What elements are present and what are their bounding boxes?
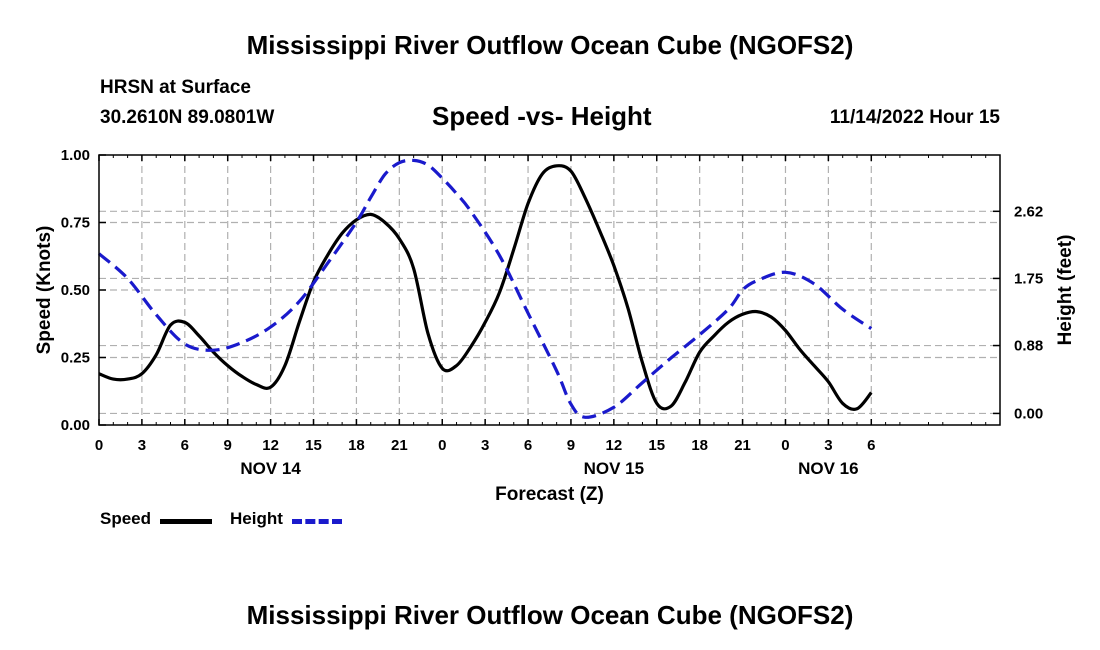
axis-layer: 0 3 6 9 12 15 18 21 0 3 6 9 12 15 18 21 0 3 6 NOV 14 NOV 15 N… [61,147,1043,478]
x-tick-label: 15 [305,437,322,454]
x-tick-label: 21 [734,437,751,454]
datetime-label: 11/14/2022 Hour 15 [829,107,1000,128]
x-tick-label: 0 [95,437,103,454]
x-tick-label: 6 [867,437,875,454]
y2-tick-label: 0.00 [1014,405,1043,422]
x-tick-label: 0 [438,437,446,454]
y-axis-label: Speed (Knots) [34,226,55,355]
x-tick-label: 9 [567,437,575,454]
y-tick-label: 0.00 [61,417,90,434]
speed-series-line [98,164,873,411]
day-label: NOV 15 [584,459,644,478]
x-tick-label: 9 [224,437,232,454]
x-tick-label: 3 [824,437,832,454]
day-label: NOV 14 [240,459,301,478]
x-tick-label: 3 [481,437,489,454]
x-tick-label: 6 [181,437,189,454]
day-label: NOV 16 [798,459,858,478]
legend-speed-swatch [160,519,212,524]
x-tick-label: 3 [138,437,146,454]
series-layer [97,158,873,419]
coordinates-label: 30.2610N 89.0801W [100,107,275,128]
x-tick-label: 6 [524,437,532,454]
y-tick-label: 0.50 [61,282,90,299]
legend-speed-label: Speed [100,509,152,528]
y2-tick-label: 1.75 [1014,270,1043,287]
x-tick-label: 21 [391,437,408,454]
footer-title: Mississippi River Outflow Ocean Cube (NG… [246,600,854,630]
y-tick-label: 0.75 [61,215,90,232]
x-tick-label: 12 [606,437,623,454]
chart-title: Mississippi River Outflow Ocean Cube (NG… [246,30,854,60]
y2-axis-label: Height (feet) [1055,235,1076,346]
y-tick-label: 1.00 [61,147,90,164]
station-label: HRSN at Surface [100,77,251,98]
y2-tick-label: 0.88 [1014,338,1043,355]
chart-subtitle: Speed -vs- Height [432,101,652,131]
y2-tick-label: 2.62 [1014,203,1043,220]
x-tick-label: 15 [648,437,665,454]
x-axis-label: Forecast (Z) [495,484,604,505]
x-tick-label: 12 [262,437,279,454]
x-tick-label: 0 [781,437,789,454]
x-tick-label: 18 [348,437,365,454]
y-tick-label: 0.25 [61,350,90,367]
height-series-line [97,158,873,419]
legend-height-swatch [292,519,342,524]
grid-layer [99,155,1000,425]
legend-height-label: Height [230,509,283,528]
x-tick-label: 18 [691,437,708,454]
